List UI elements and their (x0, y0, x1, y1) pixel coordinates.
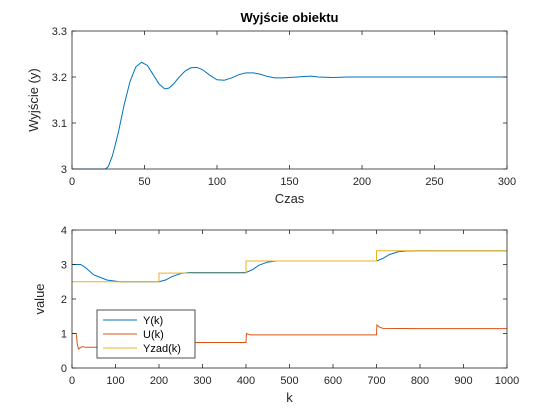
chart-title: Wyjście obiektu (240, 10, 338, 25)
series-line-0 (72, 61, 507, 170)
x-tick-label: 1000 (495, 375, 519, 387)
x-tick-label: 0 (69, 176, 75, 188)
x-tick-label: 300 (193, 375, 211, 387)
y-tick-label: 0 (61, 363, 67, 375)
x-tick-label: 150 (280, 176, 298, 188)
y-tick-label: 3 (61, 164, 67, 176)
legend-label: U(k) (143, 329, 164, 341)
series-line-yzadk (72, 250, 507, 283)
y-tick-label: 2 (61, 294, 67, 306)
x-tick-label: 500 (280, 375, 298, 387)
series-line-yk (72, 250, 507, 283)
x-tick-label: 700 (367, 375, 385, 387)
x-tick-label: 0 (69, 375, 75, 387)
chart-bottom-signals: 0 100 200 300 400 500 600 700 800 900 1000 0 1 2 3 4 k va… (32, 225, 519, 405)
chart-top-object-output: 0 50 100 150 200 250 300 3 3.1 3.2 3.3 Wyjście obie… (26, 10, 516, 206)
y-axis-label: value (32, 283, 47, 314)
x-tick-label: 900 (454, 375, 472, 387)
legend-label: Yzad(k) (143, 343, 181, 355)
x-tick-label: 100 (106, 375, 124, 387)
x-tick-label: 200 (150, 375, 168, 387)
y-tick-label: 3 (61, 260, 67, 272)
x-axis-label: Czas (275, 191, 305, 206)
y-tick-label: 1 (61, 329, 67, 341)
x-tick-label: 300 (498, 176, 516, 188)
x-axis-label: k (286, 390, 293, 405)
y-tick-label: 3.2 (52, 72, 67, 84)
x-tick-label: 200 (353, 176, 371, 188)
x-tick-label: 50 (138, 176, 150, 188)
x-tick-label: 100 (208, 176, 226, 188)
x-tick-label: 400 (237, 375, 255, 387)
legend-label: Y(k) (143, 315, 163, 327)
y-tick-label: 4 (61, 225, 67, 237)
x-tick-label: 800 (411, 375, 429, 387)
x-tick-label: 600 (324, 375, 342, 387)
y-tick-label: 3.1 (52, 118, 67, 130)
y-tick-label: 3.3 (52, 26, 67, 38)
plot-area (72, 31, 507, 169)
y-axis-label: Wyjście (y) (26, 68, 41, 131)
x-tick-label: 250 (425, 176, 443, 188)
